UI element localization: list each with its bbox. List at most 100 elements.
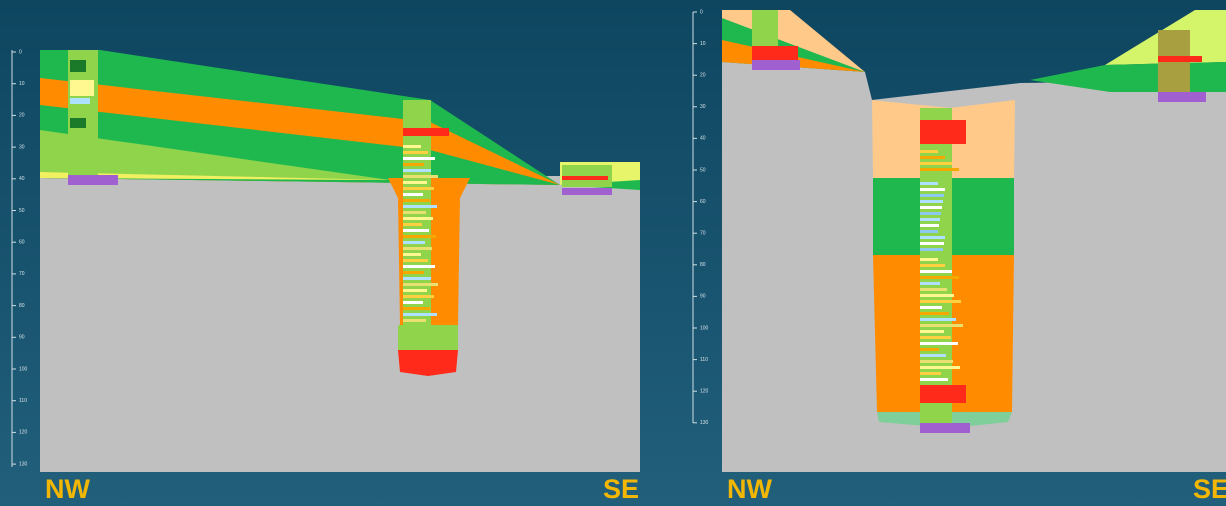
borehole-base [562,188,612,195]
borehole-layer [920,385,966,403]
borehole-layer [920,188,945,191]
layer [40,130,390,180]
borehole-layer [920,218,940,221]
borehole-layer [1158,56,1202,62]
borehole-layer [403,181,427,184]
depth-label: 40 [700,136,706,142]
borehole-layer [920,182,938,185]
borehole-layer [920,354,946,357]
borehole-layer [403,301,423,304]
borehole-layer [403,229,429,232]
depth-label: 120 [700,389,709,395]
borehole-layer [403,169,431,172]
depth-label: 20 [19,113,25,119]
borehole-layer [920,264,945,267]
borehole-layer [920,342,958,345]
depth-label: 0 [700,9,703,15]
direction-label: SE [603,474,639,504]
borehole-layer [920,378,948,381]
direction-label: NW [45,474,90,504]
borehole-layer [920,168,959,171]
depth-label: 60 [19,240,25,246]
depth-label: 50 [700,167,706,173]
depth-label: 30 [19,144,25,150]
borehole-layer [403,205,437,208]
depth-label: 70 [19,271,25,277]
depth-label: 10 [700,41,706,47]
borehole-layer [403,217,433,220]
depth-label: 80 [19,303,25,309]
borehole-layer [920,236,945,239]
borehole-layer [920,306,942,309]
borehole-layer [403,235,436,238]
depth-label: 70 [700,231,706,237]
borehole-layer [562,176,608,180]
section-right: NW SE [692,10,1226,504]
depth-label: 90 [700,294,706,300]
direction-label: NW [727,474,772,504]
borehole-layer [403,277,431,280]
borehole-layer [403,223,422,226]
borehole-layer [920,372,941,375]
borehole-base [752,60,800,70]
depth-label: 100 [19,366,28,372]
borehole-layer [920,248,943,251]
borehole-layer [403,283,438,286]
borehole-layer [403,128,449,136]
borehole-layer [403,265,435,268]
direction-label: SE [1193,474,1226,504]
borehole-layer [403,271,424,274]
borehole-layer [403,211,426,214]
borehole-layer [920,270,952,273]
borehole-layer [920,230,938,233]
depth-label: 110 [700,357,708,363]
borehole-layer [920,336,951,339]
borehole-layer [70,60,86,72]
depth-label: 120 [19,430,28,436]
borehole-layer [920,258,938,261]
borehole-layer [920,162,952,165]
borehole-layer [403,313,437,316]
borehole-layer [920,366,960,369]
borehole-layer [70,118,86,128]
depth-label: 130 [700,420,709,426]
borehole-layer [403,307,430,310]
borehole-layer [920,224,939,227]
borehole-layer [920,194,944,197]
borehole-base [1158,92,1206,102]
borehole-layer [70,98,90,104]
borehole-layer [920,288,947,291]
depth-label: 80 [700,262,706,268]
borehole-layer [403,157,435,160]
borehole-layer [920,200,943,203]
borehole-layer [403,295,434,298]
borehole-layer [403,187,434,190]
depth-label: 90 [19,335,25,341]
depth-label: 20 [700,73,706,79]
borehole-layer [403,145,421,148]
borehole-base [920,423,970,433]
borehole-layer [920,348,939,351]
borehole-layer [403,151,428,154]
borehole-stripes [403,145,438,322]
borehole-layer [752,46,798,60]
borehole-layer [920,120,966,144]
layer [40,172,390,180]
borehole-layer [920,206,942,209]
borehole-layer [920,276,959,279]
borehole-layer [403,163,424,166]
depth-label: 60 [700,199,706,205]
borehole-layer [403,175,438,178]
section-left: NW SE [11,50,640,504]
borehole-layer [920,150,938,153]
borehole-layer [403,319,426,322]
borehole-layer [70,80,94,96]
borehole-layer [920,360,953,363]
depth-label: 0 [19,49,22,55]
borehole-layer [920,312,949,315]
depth-label: 100 [700,325,709,331]
borehole-layer [920,318,956,321]
borehole-layer [920,294,954,297]
